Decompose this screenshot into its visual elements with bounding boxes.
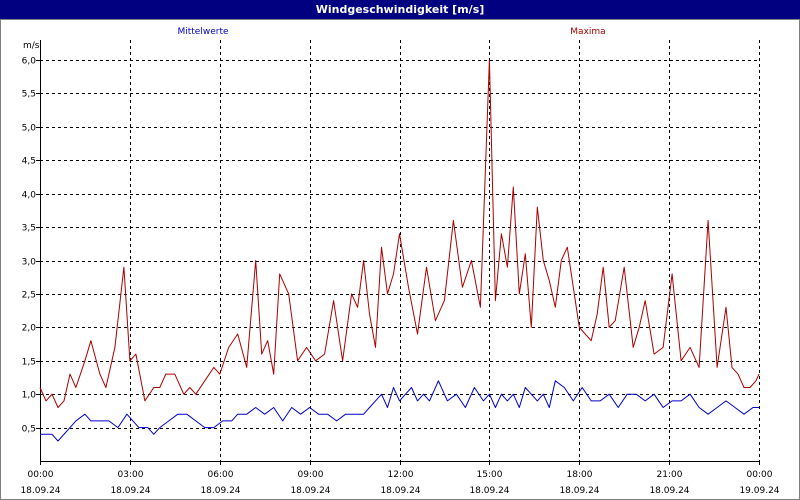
- x-tick-time: 09:00: [298, 470, 324, 480]
- y-tick-labels: 0,5 1,0 1,5 2,0 2,5 3,0 3,5 4,0 4,5 5,0 5,5 6,0: [22, 57, 37, 435]
- x-tick-labels: 00:00 18.09.24 03:00 18.09.24 06:00 18.09.24 0…: [20, 470, 779, 496]
- y-tick-label: 5,5: [22, 90, 36, 100]
- x-tick-date: 18.09.24: [649, 486, 689, 496]
- legend-mittelwerte: Mittelwerte: [177, 27, 228, 37]
- x-tick-date: 18.09.24: [110, 486, 150, 496]
- x-tick-date: 18.09.24: [290, 486, 330, 496]
- x-tick-date: 18.09.24: [200, 486, 240, 496]
- y-tick-label: 5,0: [22, 124, 37, 134]
- x-tick-time: 21:00: [657, 470, 683, 480]
- series-line-mittelwerte: [40, 380, 759, 442]
- x-tick-date: 18.09.24: [380, 486, 420, 496]
- axes: [36, 40, 760, 465]
- x-tick-time: 00:00: [28, 470, 54, 480]
- y-tick-label: 3,0: [22, 258, 37, 268]
- y-tick-label: 6,0: [22, 57, 37, 67]
- x-tick-date: 18.09.24: [20, 486, 60, 496]
- y-tick-label: 2,5: [22, 291, 36, 301]
- y-tick-label: 4,5: [22, 157, 36, 167]
- y-axis-unit: m/s: [23, 41, 40, 51]
- x-tick-date: 18.09.24: [559, 486, 599, 496]
- y-tick-label: 4,0: [22, 191, 37, 201]
- x-tick-date: 18.09.24: [469, 486, 509, 496]
- y-tick-label: 3,5: [22, 224, 36, 234]
- grid-lines: [40, 40, 759, 461]
- x-tick-time: 06:00: [208, 470, 234, 480]
- x-tick-time: 18:00: [567, 470, 593, 480]
- x-tick-time: 03:00: [118, 470, 144, 480]
- series-line-maxima: [39, 59, 760, 408]
- y-tick-label: 2,0: [22, 324, 37, 334]
- x-tick-time: 15:00: [477, 470, 503, 480]
- chart-title: Windgeschwindigkeit [m/s]: [0, 0, 800, 19]
- x-tick-time: 00:00: [747, 470, 773, 480]
- y-tick-label: 1,5: [22, 358, 36, 368]
- series-lines: [39, 59, 760, 442]
- y-tick-label: 0,5: [22, 425, 36, 435]
- legend-maxima: Maxima: [570, 27, 605, 37]
- y-tick-label: 1,0: [22, 391, 37, 401]
- x-tick-time: 12:00: [388, 470, 414, 480]
- x-tick-date: 19.09.24: [739, 486, 779, 496]
